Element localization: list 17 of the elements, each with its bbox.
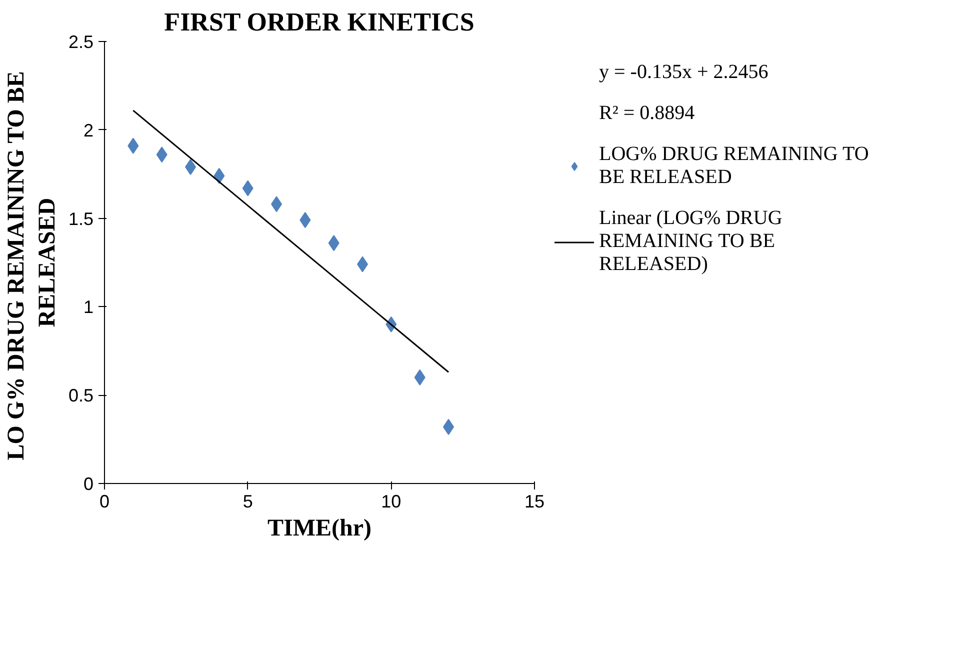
y-tick-label: 0.5 xyxy=(68,386,94,406)
x-tick-label: 15 xyxy=(524,492,545,512)
text: R² = 0.8894 xyxy=(599,102,695,125)
y-axis-title: LO G% DRUG REMAINING TO BE RELEASED xyxy=(3,71,60,460)
legend-label: Linear (LOG% DRUG REMAINING TO BE RELEASED) xyxy=(599,207,782,276)
y-tick-label: 1.5 xyxy=(68,208,94,229)
x-axis-title: TIME(hr) xyxy=(268,516,372,542)
chart-title: FIRST ORDER KINETICS xyxy=(164,8,474,36)
y-tick-label: 1 xyxy=(83,297,94,318)
x-tick-label: 5 xyxy=(242,492,253,512)
y-tick-label: 2 xyxy=(83,120,94,140)
x-tick-label: 10 xyxy=(381,492,402,512)
text: y = -0.135x + 2.2456 xyxy=(599,61,768,84)
y-tick-label: 0 xyxy=(83,474,94,494)
legend-label: LOG% DRUG REMAINING TO BE RELEASED xyxy=(599,143,869,189)
y-tick-label: 2.5 xyxy=(68,32,94,52)
x-tick-label: 0 xyxy=(99,492,110,512)
